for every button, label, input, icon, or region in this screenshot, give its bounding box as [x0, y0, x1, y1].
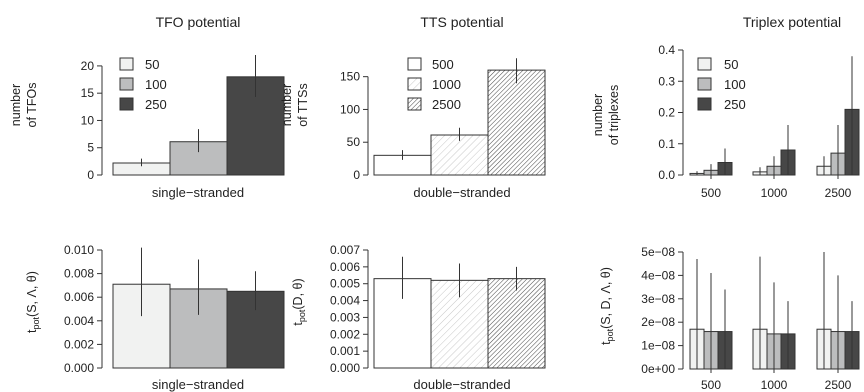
tpot-s-ytick-label: 0.000: [64, 361, 94, 375]
tpot-sdl-xtick-label: 500: [701, 378, 721, 392]
tpot-sdl-plot: 0e+00 1e−08 2e−08 3e−08 4e−08 5e−08 500 1000 250…: [641, 245, 860, 392]
triplex-count-xtick-label: 2500: [825, 186, 852, 200]
panel-tpot-s: tpot(S, Λ, θ) single−stranded 0.000 0.002…: [25, 243, 285, 392]
triplex-legend-label-50: 50: [724, 57, 738, 72]
tpot-sdl-ytick-label: 5e−08: [641, 245, 675, 259]
tpot-d-plot: 0.000 0.001 0.002 0.003 0.004 0.005 0.006 0.007: [330, 243, 546, 375]
tts-legend-label-2500: 2500: [432, 97, 461, 112]
tts-count-ytick-label: 100: [340, 102, 360, 116]
tpot-sdl-ytick-label: 1e−08: [641, 339, 675, 353]
tpot-d-ytick-label: 0.001: [330, 344, 360, 358]
triplex-count-ytick-label: 0.1: [658, 137, 675, 151]
tfo-legend: 50 100 250: [119, 57, 167, 112]
triplex-legend-swatch-250: [697, 97, 712, 111]
tpot-s-ytick-label: 0.010: [64, 243, 94, 257]
panel-triplex-count: Triplex potential number of triplexes 50…: [591, 14, 860, 200]
panel-tpot-sdl: tpot(S, D, Λ, θ) 0e+00 1e−08 2e−08 3e−08 4e−…: [599, 245, 860, 392]
tts-plot: 0 50 100 150: [340, 58, 546, 182]
tpot-d-ytick-label: 0.007: [330, 243, 360, 257]
tpot-d-ylabel: tpot(D, θ): [291, 278, 307, 325]
tts-legend-swatch-2500: [407, 97, 422, 111]
tpot-d-ytick-label: 0.006: [330, 260, 360, 274]
tfo-xlabel: single−stranded: [152, 185, 244, 200]
triplex-count-ytick-label: 0.0: [658, 168, 675, 182]
tpot-s-ytick-label: 0.006: [64, 290, 94, 304]
tts-count-bar-2500: [487, 69, 546, 176]
triplex-legend-label-250: 250: [724, 97, 746, 112]
triplex-count-ytick-label: 0.3: [658, 74, 675, 88]
tpot-sdl-xtick-label: 2500: [825, 378, 852, 392]
tts-legend-label-1000: 1000: [432, 77, 461, 92]
tts-legend-swatch-500: [407, 57, 422, 71]
tfo-count-ytick-label: 15: [81, 86, 95, 100]
tpot-d-ytick-label: 0.002: [330, 327, 360, 341]
tpot-sdl-ytick-label: 3e−08: [641, 292, 675, 306]
tfo-title: TFO potential: [156, 14, 241, 30]
triplex-title: Triplex potential: [743, 14, 841, 30]
triplex-count-xtick-label: 1000: [761, 186, 788, 200]
tfo-legend-label-100: 100: [145, 77, 167, 92]
triplex-legend-swatch-100: [697, 77, 712, 91]
triplex-ylabel-line1: number: [591, 94, 605, 136]
tpot-d-xlabel: double−stranded: [413, 377, 510, 392]
tfo-legend-swatch-50: [119, 57, 134, 71]
triplex-count-ytick-label: 0.4: [658, 43, 675, 57]
tts-count-ytick-label: 50: [347, 135, 361, 149]
panel-tts-count: TTS potential number of TTSs double−stra…: [280, 14, 546, 200]
tts-legend: 500 1000 2500: [407, 57, 461, 112]
tfo-count-ytick-label: 20: [81, 59, 95, 73]
tpot-s-xlabel: single−stranded: [152, 377, 244, 392]
tts-count-ytick-label: 150: [340, 70, 360, 84]
tpot-d-ytick-label: 0.005: [330, 277, 360, 291]
panel-tfo-count: TFO potential number of TFOs single−stra…: [9, 14, 285, 200]
triplex-legend: 50 100 250: [697, 57, 746, 112]
tpot-d-ytick-label: 0.004: [330, 294, 360, 308]
tpot-s-ytick-label: 0.008: [64, 267, 94, 281]
tpot-s-ytick-label: 0.002: [64, 337, 94, 351]
tts-ylabel-line1: number: [280, 84, 294, 126]
tpot-d-bar-2500: [487, 278, 546, 369]
triplex-legend-label-100: 100: [724, 77, 746, 92]
triplex-count-ytick-label: 0.2: [658, 106, 675, 120]
panel-tpot-d: tpot(D, θ) double−stranded 0.0000.0010.0…: [291, 243, 546, 392]
tfo-plot: 0 5 10 15 20: [81, 55, 285, 182]
tts-xlabel: double−stranded: [413, 185, 510, 200]
tts-count-bar-1000: [430, 134, 489, 176]
triplex-plot: 0.0 0.1 0.2 0.3 0.4 500 1000 2500: [658, 43, 860, 200]
tpot-sdl-ytick-label: 0e+00: [641, 362, 675, 376]
tfo-count-ytick-label: 0: [87, 168, 94, 182]
triplex-legend-swatch-50: [697, 57, 712, 71]
tts-legend-label-500: 500: [432, 57, 454, 72]
tfo-legend-swatch-100: [119, 77, 134, 91]
tfo-legend-label-250: 250: [145, 97, 167, 112]
triplex-count-xtick-label: 500: [701, 186, 721, 200]
tfo-count-ytick-label: 5: [87, 141, 94, 155]
tpot-d-ytick-label: 0.000: [330, 361, 360, 375]
tfo-ylabel-line1: number: [9, 84, 23, 126]
tpot-d-ytick-label: 0.003: [330, 310, 360, 324]
tts-legend-swatch-1000: [407, 77, 422, 91]
tts-count-ytick-label: 0: [353, 168, 360, 182]
tts-ylabel-line2: of TTSs: [296, 83, 310, 127]
tpot-sdl-ylabel: tpot(S, D, Λ, θ): [599, 267, 615, 345]
tpot-s-plot: 0.000 0.002 0.004 0.006 0.008 0.010: [64, 243, 285, 375]
tpot-sdl-ytick-label: 2e−08: [641, 315, 675, 329]
tfo-legend-swatch-250: [119, 97, 134, 111]
tfo-count-ytick-label: 10: [81, 113, 95, 127]
triplex-ylabel-line2: of triplexes: [607, 85, 621, 145]
tpot-s-ylabel: tpot(S, Λ, θ): [25, 271, 41, 333]
tpot-sdl-ytick-label: 4e−08: [641, 268, 675, 282]
tts-title: TTS potential: [420, 14, 503, 30]
tfo-legend-label-50: 50: [145, 57, 159, 72]
tpot-sdl-xtick-label: 1000: [761, 378, 788, 392]
tpot-s-ytick-label: 0.004: [64, 314, 94, 328]
tfo-ylabel-line2: of TFOs: [25, 83, 39, 128]
